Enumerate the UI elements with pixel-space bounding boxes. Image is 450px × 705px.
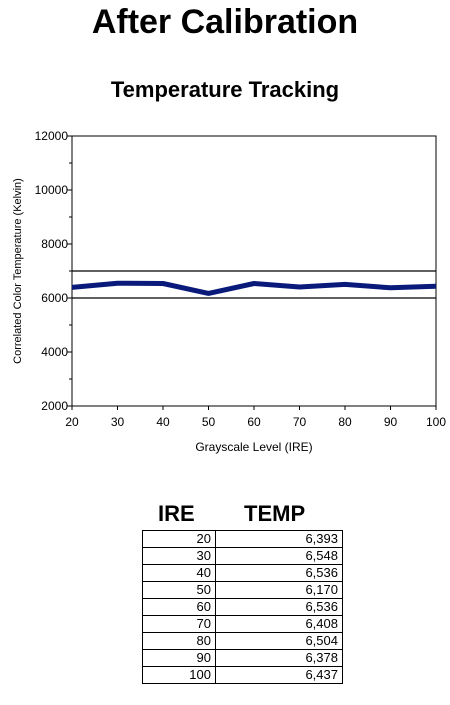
x-tick-label: 40 [156,415,170,429]
table-cell-temp: 6,378 [215,649,343,667]
x-tick-label: 80 [338,415,352,429]
x-tick-labels: 20 30 40 50 60 70 80 90 100 [65,415,446,429]
y-tick-label: 10000 [35,183,69,197]
table-header-temp: TEMP [244,501,306,526]
table-row: 100 6,437 [142,666,343,684]
table-cell-ire: 20 [142,530,216,548]
series-group [71,280,437,296]
y-tick-label: 12000 [35,129,69,143]
reference-lines [72,270,436,299]
table-cell-temp: 6,536 [215,564,343,582]
table-row: 70 6,408 [142,615,343,633]
x-tick-label: 50 [202,415,216,429]
table-cell-temp: 6,393 [215,530,343,548]
table-cell-temp: 6,504 [215,632,343,650]
table-cell-temp: 6,437 [215,666,343,684]
table-cell-temp: 6,536 [215,598,343,616]
table-header-ire: IRE [158,501,195,526]
table-cell-ire: 50 [142,581,216,599]
y-tick-label: 8000 [41,237,68,251]
table-row: 50 6,170 [142,581,343,599]
x-tick-label: 20 [65,415,79,429]
table-row: 40 6,536 [142,564,343,582]
table-row: 20 6,393 [142,530,343,548]
x-tick-label: 100 [426,415,446,429]
x-tick-label: 30 [111,415,125,429]
table-row: 60 6,536 [142,598,343,616]
table-cell-temp: 6,408 [215,615,343,633]
x-axis-label: Grayscale Level (IRE) [195,440,312,454]
y-axis-label: Correlated Color Temperature (Kelvin) [12,178,24,364]
temperature-tracking-chart: 2000 4000 6000 8000 10000 12000 20 30 40 50 60 70 8… [12,129,446,454]
table-cell-ire: 70 [142,615,216,633]
table-cell-ire: 80 [142,632,216,650]
table-cell-temp: 6,170 [215,581,343,599]
y-tick-label: 2000 [41,399,68,413]
x-tick-label: 60 [247,415,261,429]
table-cell-ire: 60 [142,598,216,616]
y-tick-label: 6000 [41,291,68,305]
table-cell-ire: 30 [142,547,216,565]
axis-ticks [67,135,437,410]
table-row: 90 6,378 [142,649,343,667]
table-cell-temp: 6,548 [215,547,343,565]
page-title: After Calibration [91,3,359,41]
table-row: 80 6,504 [142,632,343,650]
x-tick-label: 70 [293,415,307,429]
table-cell-ire: 40 [142,564,216,582]
table-cell-ire: 90 [142,649,216,667]
calibration-table: 20 6,393 30 6,548 40 6,536 50 6,170 60 6,536 70 6,4… [142,530,343,684]
y-tick-label: 4000 [41,345,68,359]
chart-title: Temperature Tracking [110,77,340,102]
x-tick-label: 90 [384,415,398,429]
table-cell-ire: 100 [142,666,216,684]
y-tick-labels: 2000 4000 6000 8000 10000 12000 [35,129,69,413]
table-row: 30 6,548 [142,547,343,565]
series-line [71,280,437,296]
